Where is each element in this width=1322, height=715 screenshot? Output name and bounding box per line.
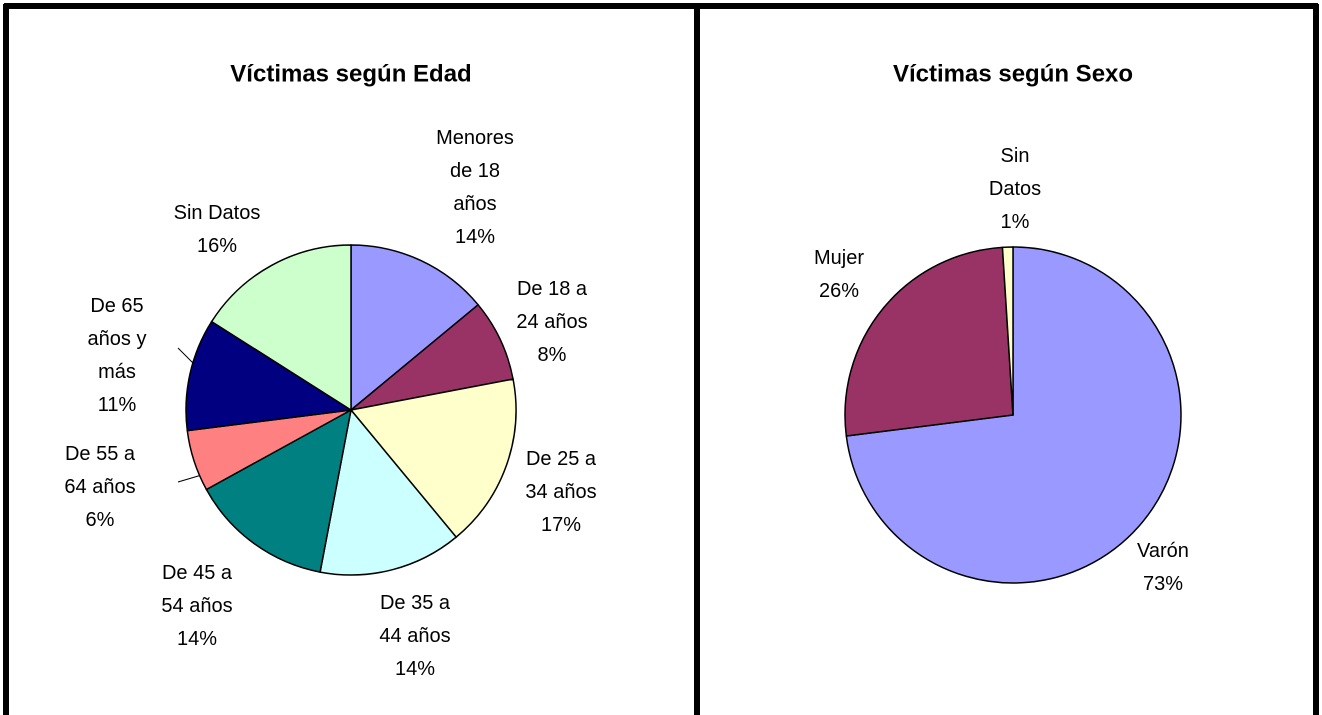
category-label: De 45 a 54 años xyxy=(161,562,232,617)
value-label: 14% xyxy=(455,226,495,248)
category-label: De 25 a 34 años xyxy=(525,448,596,503)
slice-label: De 55 a 64 años 6% xyxy=(64,443,135,531)
slice-label: De 18 a 24 años 8% xyxy=(516,278,587,366)
value-label: 8% xyxy=(538,344,567,366)
value-label: 11% xyxy=(98,394,137,416)
category-label: Sin Datos xyxy=(989,145,1041,200)
category-label: De 35 a 44 años xyxy=(379,592,450,647)
pie-slice xyxy=(185,320,354,432)
category-label: De 18 a 24 años xyxy=(516,278,587,333)
slice-label: De 65 años y más 11% xyxy=(88,295,147,416)
value-label: 16% xyxy=(197,235,237,257)
pie-slice xyxy=(205,408,353,573)
pie-slice xyxy=(210,244,352,412)
pie-slice xyxy=(844,246,1014,437)
category-label: De 55 a 64 años xyxy=(64,443,135,498)
slice-label: Varón 73% xyxy=(1137,540,1189,595)
category-label: Menores de 18 años xyxy=(436,127,514,215)
pie-slice xyxy=(1001,246,1014,416)
chart-title: Víctimas según Edad xyxy=(230,60,471,87)
value-label: 1% xyxy=(1001,211,1030,233)
slice-label: De 45 a 54 años 14% xyxy=(161,562,232,650)
slice-label: Mujer 26% xyxy=(814,247,864,302)
slice-label: De 35 a 44 años 14% xyxy=(379,592,450,680)
value-label: 14% xyxy=(177,628,217,650)
category-label: De 65 años y más xyxy=(88,295,147,383)
category-label: Mujer xyxy=(814,247,864,269)
category-label: Varón xyxy=(1137,540,1189,562)
category-label: Sin Datos xyxy=(174,202,261,224)
slice-label: De 25 a 34 años 17% xyxy=(525,448,596,536)
slice-label: Sin Datos 16% xyxy=(174,202,261,257)
slice-label: Sin Datos 1% xyxy=(989,145,1041,233)
pie-slice xyxy=(319,408,458,576)
value-label: 26% xyxy=(819,280,859,302)
value-label: 6% xyxy=(86,509,115,531)
value-label: 14% xyxy=(395,658,435,680)
pie-slice xyxy=(349,378,517,539)
value-label: 17% xyxy=(541,514,581,536)
chart-title: Víctimas según Sexo xyxy=(893,60,1133,87)
pie-slice xyxy=(350,244,480,412)
slice-label: Menores de 18 años 14% xyxy=(436,127,514,248)
value-label: 73% xyxy=(1143,573,1183,595)
